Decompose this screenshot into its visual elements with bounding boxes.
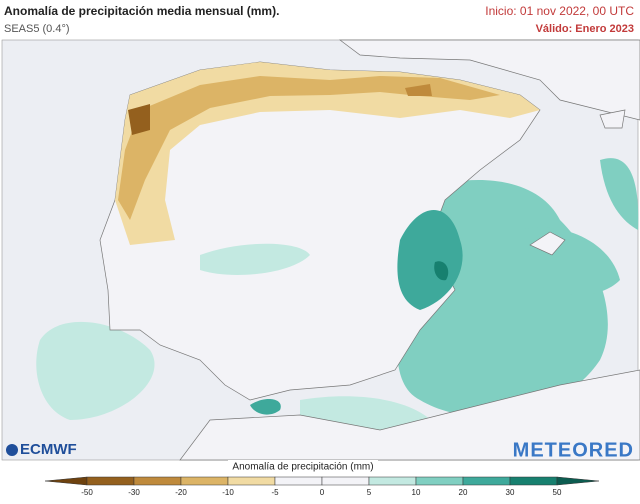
- colorbar-tick-label: -5: [271, 488, 279, 497]
- valid-date: Válido: Enero 2023: [536, 23, 634, 35]
- anomaly-area: [118, 76, 500, 220]
- legend-title-box: [228, 460, 378, 474]
- anomaly-area: [128, 104, 150, 135]
- ecmwf-logo: ECMWF: [20, 441, 77, 458]
- colorbar-tick-label: 50: [553, 488, 562, 497]
- colorbar-segment: [180, 476, 229, 486]
- meteored-logo: METEORED: [513, 439, 634, 461]
- colorbar-segment: [509, 476, 558, 486]
- colorbar-segment: [321, 476, 370, 486]
- map: [1, 39, 640, 461]
- land: [338, 39, 640, 121]
- colorbar-tick-label: 30: [506, 488, 515, 497]
- colorbar-tick-label: -20: [175, 488, 187, 497]
- colorbar-tick-label: -30: [128, 488, 140, 497]
- colorbar-tick-label: 20: [459, 488, 468, 497]
- anomaly-area: [397, 210, 463, 310]
- colorbar-tick-label: -50: [81, 488, 93, 497]
- colorbar-segment: [227, 476, 276, 486]
- colorbar-tick-label: -10: [222, 488, 234, 497]
- anomaly-area: [115, 62, 540, 245]
- colorbar-segment: [274, 476, 323, 486]
- island: [529, 231, 566, 256]
- anomaly-area: [434, 261, 449, 281]
- colorbar: -50 -30 -20 -10 -5 0 5 10 20 30 50: [44, 476, 600, 497]
- anomaly-area: [36, 321, 155, 420]
- colorbar-segment: [368, 476, 417, 486]
- subtitle: SEAS5 (0.4°): [4, 23, 70, 35]
- anomaly-area: [200, 243, 310, 275]
- title: Anomalía de precipitación media mensual …: [4, 4, 279, 18]
- anomaly-area: [600, 158, 639, 230]
- colorbar-segment: [415, 476, 464, 486]
- colorbar-tick-label: 0: [320, 488, 325, 497]
- ecmwf-icon: [6, 444, 18, 456]
- anomaly-area: [250, 398, 281, 415]
- colorbar-tick-label: 5: [367, 488, 372, 497]
- colorbar-tick-label: 10: [412, 488, 421, 497]
- anomaly-area: [405, 84, 432, 96]
- init-date: Inicio: 01 nov 2022, 00 UTC: [485, 4, 634, 18]
- colorbar-arrow-right: [556, 476, 600, 486]
- colorbar-segment: [462, 476, 511, 486]
- legend-title: Anomalía de precipitación (mm): [232, 462, 373, 473]
- island: [599, 109, 626, 129]
- colorbar-segment: [133, 476, 182, 486]
- colorbar-segment: [86, 476, 135, 486]
